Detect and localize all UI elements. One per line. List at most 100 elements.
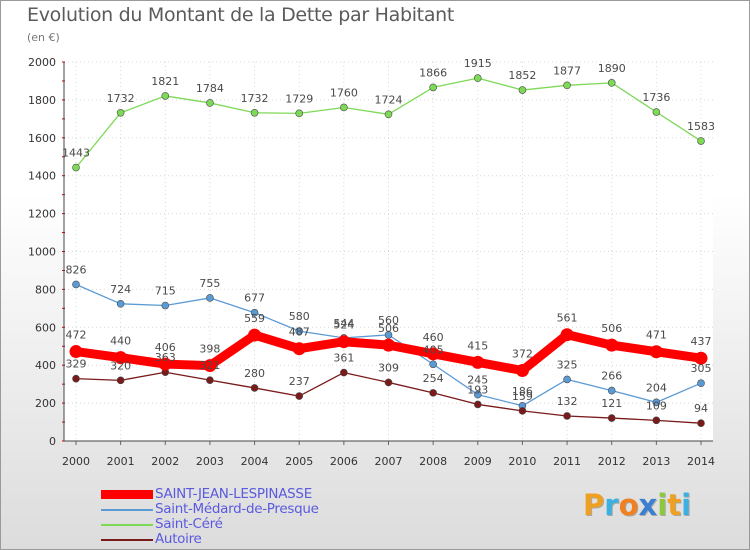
data-label: 524	[333, 319, 354, 332]
logo-letter: i	[657, 488, 668, 522]
data-point	[429, 389, 437, 397]
logo-letter: P	[583, 488, 605, 522]
data-point	[560, 328, 574, 342]
legend-label: Saint-Médard-de-Presque	[155, 501, 319, 517]
y-tick-label: 1400	[28, 170, 56, 183]
data-label: 266	[601, 370, 622, 383]
data-label: 755	[199, 277, 220, 290]
data-label: 405	[423, 343, 444, 356]
data-point	[694, 351, 708, 365]
data-point	[652, 398, 661, 407]
data-point	[426, 347, 440, 361]
data-point	[340, 368, 348, 377]
x-tick-label: 2009	[464, 455, 492, 468]
data-label: 329	[66, 358, 87, 371]
y-tick-label: 200	[35, 397, 56, 410]
data-label: 561	[557, 312, 578, 325]
x-tick-label: 2010	[508, 455, 536, 468]
data-point	[384, 378, 393, 387]
data-labels: 472 440 406 398 559 487 524 506 460 415 372 561 506 4…	[62, 57, 715, 415]
data-label: 580	[289, 310, 310, 323]
data-label: 204	[646, 381, 667, 394]
y-tick-label: 1000	[28, 246, 56, 259]
data-point	[429, 83, 437, 92]
x-tick-label: 2013	[642, 455, 670, 468]
data-point	[607, 386, 616, 395]
data-point	[206, 294, 214, 302]
logo-letter: t	[667, 488, 682, 522]
data-label: 1760	[330, 86, 358, 99]
data-label: 560	[378, 314, 399, 327]
data-label: 132	[557, 395, 578, 408]
data-label: 440	[110, 335, 131, 348]
data-label: 109	[646, 399, 667, 412]
data-point	[116, 300, 125, 308]
data-point	[649, 345, 663, 359]
data-label: 94	[694, 402, 708, 415]
x-tick-label: 2002	[151, 455, 179, 468]
data-label: 506	[601, 322, 622, 335]
data-label: 321	[199, 359, 220, 372]
data-point	[295, 327, 304, 335]
data-point	[384, 331, 393, 339]
logo-letter: o	[618, 488, 639, 522]
legend-item: Autoire	[101, 531, 401, 547]
data-label: 715	[155, 285, 176, 298]
y-tick-label: 1800	[28, 94, 56, 107]
proxiti-logo: Proxiti	[583, 488, 691, 522]
data-point	[161, 92, 170, 100]
data-point	[605, 338, 619, 352]
data-label: 472	[66, 329, 87, 342]
data-label: 361	[333, 352, 354, 365]
data-point	[206, 376, 214, 384]
data-point	[206, 99, 214, 107]
data-label: 406	[155, 341, 176, 354]
data-label: 398	[199, 343, 220, 356]
x-tick-label: 2012	[598, 455, 626, 468]
data-label: 305	[691, 362, 712, 375]
legend-item: SAINT-JEAN-LESPINASSE	[101, 486, 401, 502]
chart-title: Evolution du Montant de la Dette par Hab…	[27, 4, 455, 26]
x-tick-label: 2014	[687, 455, 715, 468]
x-tick-label: 2003	[196, 455, 224, 468]
y-tick-label: 400	[35, 359, 56, 372]
legend-swatch	[101, 524, 153, 526]
axes: 0 200 400 600 800 1000 1200 1400 1600 1800 2000 200…	[28, 56, 715, 468]
data-point	[697, 419, 705, 427]
data-label: 1729	[285, 92, 313, 105]
legend: SAINT-JEAN-LESPINASSE Saint-Médard-de-Pre…	[101, 486, 401, 547]
legend-swatch	[101, 539, 153, 541]
legend-item: Saint-Médard-de-Presque	[101, 501, 401, 517]
data-label: 1443	[62, 147, 90, 160]
data-label: 254	[423, 372, 444, 385]
data-point	[161, 301, 170, 310]
data-label: 237	[289, 375, 310, 388]
data-point	[250, 108, 259, 117]
data-label: 437	[691, 335, 712, 348]
data-label: 415	[467, 339, 488, 352]
data-label: 677	[244, 292, 265, 305]
data-point	[384, 110, 393, 119]
data-point	[652, 416, 661, 425]
data-label: 487	[289, 326, 310, 339]
x-tick-label: 2000	[62, 455, 90, 468]
data-label: 1732	[107, 92, 135, 105]
legend-swatch	[101, 490, 153, 499]
data-point	[697, 137, 705, 145]
legend-label: Autoire	[155, 531, 202, 547]
data-label: 1583	[687, 120, 715, 133]
legend-label: Saint-Céré	[155, 516, 223, 532]
data-point	[473, 74, 482, 82]
data-point	[295, 109, 304, 118]
logo-letter: r	[604, 488, 619, 522]
data-label: 245	[467, 374, 488, 387]
data-point	[248, 328, 262, 342]
data-label: 544	[333, 317, 354, 330]
data-label: 1724	[375, 93, 403, 106]
data-label: 1736	[642, 91, 670, 104]
data-point	[473, 390, 482, 399]
series-layer	[69, 74, 708, 427]
legend-item: Saint-Céré	[101, 516, 401, 532]
data-point	[471, 355, 485, 369]
data-label: 159	[512, 390, 533, 403]
